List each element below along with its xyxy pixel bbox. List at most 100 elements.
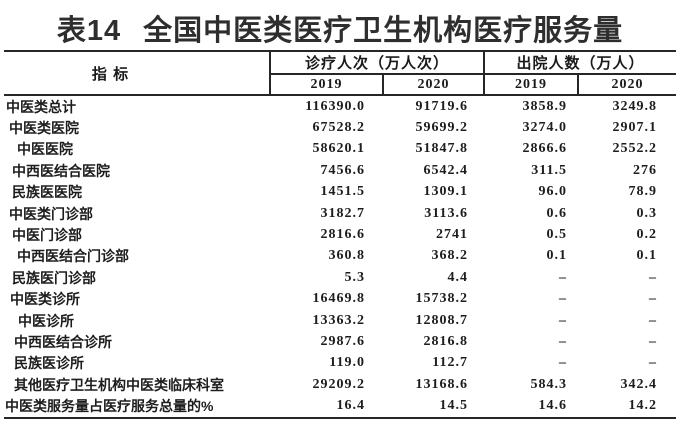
cell-value: 7456.6 <box>320 162 365 178</box>
cell-value: 15738.2 <box>415 291 469 307</box>
row-label: 中医类门诊部 <box>9 205 93 222</box>
cell-value: 14.6 <box>538 398 568 414</box>
cell-value: 58620.1 <box>312 141 365 157</box>
row-label: 中医类服务量占医疗服务总量的% <box>5 398 214 415</box>
cell-value: 112.7 <box>432 355 469 371</box>
cell-value: 91719.6 <box>415 98 469 114</box>
table-row: 中医诊所 13363.2 12808.7 – – <box>4 310 676 331</box>
table-number: 表14 <box>56 15 122 47</box>
cell-value: 3113.6 <box>424 205 469 221</box>
row-label: 民族医门诊部 <box>12 269 96 286</box>
cell-value: 276 <box>633 162 658 178</box>
row-label: 民族医医院 <box>12 184 82 201</box>
table-row: 中医类医院 67528.2 59699.2 3274.0 2907.1 <box>4 117 676 138</box>
row-label: 中西医结合医院 <box>12 162 110 179</box>
row-label: 其他医疗卫生机构中医类临床科室 <box>14 376 224 393</box>
cell-value: 2741 <box>436 227 469 243</box>
table-row: 民族医医院 1451.5 1309.1 96.0 78.9 <box>4 182 676 203</box>
row-label: 中医诊所 <box>18 312 74 329</box>
service-volume-table: 指 标 诊疗人次（万人次） 出院人数（万人） 2019 2020 2019 20… <box>4 50 677 419</box>
row-label: 中医医院 <box>17 141 73 158</box>
cell-value: 360.8 <box>328 248 365 264</box>
cell-value: – <box>559 291 568 307</box>
cell-value: 0.6 <box>546 205 568 221</box>
table-title-text: 全国中医类医疗卫生机构医疗服务量 <box>143 15 624 47</box>
cell-value: 2866.6 <box>522 141 568 157</box>
cell-value: 342.4 <box>620 376 658 392</box>
cell-value: 119.0 <box>329 355 365 371</box>
table-row: 中医类服务量占医疗服务总量的% 16.4 14.5 14.6 14.2 <box>4 395 676 417</box>
row-label: 民族医诊所 <box>14 355 84 372</box>
cell-value: – <box>559 355 568 371</box>
cell-value: 13363.2 <box>312 312 365 328</box>
table-row: 中西医结合门诊部 360.8 368.2 0.1 0.1 <box>4 246 676 267</box>
cell-value: 59699.2 <box>415 120 469 136</box>
cell-value: 51847.8 <box>415 141 469 157</box>
table-row: 中医类总计 116390.0 91719.6 3858.9 3249.8 <box>4 95 676 117</box>
year-header: 2020 <box>383 74 486 95</box>
discharges-group-header: 出院人数（万人） <box>484 51 677 75</box>
cell-value: 0.5 <box>546 227 568 243</box>
cell-value: 6542.4 <box>423 162 469 178</box>
cell-value: 2816.8 <box>423 333 469 349</box>
cell-value: 14.5 <box>439 398 469 414</box>
cell-value: 2552.2 <box>612 141 658 157</box>
cell-value: 2907.1 <box>612 120 658 136</box>
page-title: 表14 全国中医类医疗卫生机构医疗服务量 <box>0 7 680 49</box>
table-row: 其他医疗卫生机构中医类临床科室 29209.2 13168.6 584.3 34… <box>4 374 676 395</box>
cell-value: – <box>649 291 658 307</box>
cell-value: – <box>559 312 568 328</box>
cell-value: – <box>649 355 658 371</box>
year-header: 2019 <box>270 74 384 95</box>
row-label: 中医类诊所 <box>10 291 80 308</box>
visits-group-header: 诊疗人次（万人次） <box>270 51 486 75</box>
cell-value: 96.0 <box>538 184 568 200</box>
cell-value: 13168.6 <box>415 376 469 392</box>
table-row: 中医类诊所 16469.8 15738.2 – – <box>4 289 676 310</box>
cell-value: 0.2 <box>636 227 658 243</box>
table-body: 中医类总计 116390.0 91719.6 3858.9 3249.8 中医类… <box>4 95 676 418</box>
cell-value: 4.4 <box>447 269 469 285</box>
cell-value: 12808.7 <box>415 312 469 328</box>
cell-value: 3249.8 <box>612 98 658 114</box>
cell-value: 67528.2 <box>312 120 365 136</box>
cell-value: 29209.2 <box>312 376 365 392</box>
cell-value: 78.9 <box>628 184 658 200</box>
cell-value: 0.1 <box>546 248 568 264</box>
cell-value: 16.4 <box>336 398 365 414</box>
cell-value: – <box>649 312 658 328</box>
table-row: 中西医结合诊所 2987.6 2816.8 – – <box>4 331 676 352</box>
cell-value: 14.2 <box>628 398 658 414</box>
row-label: 中西医结合诊所 <box>14 333 112 350</box>
cell-value: 1309.1 <box>423 184 469 200</box>
cell-value: 3182.7 <box>320 205 365 221</box>
cell-value: 3858.9 <box>522 98 568 114</box>
row-label: 中医类医院 <box>9 120 79 137</box>
year-header: 2020 <box>611 76 644 92</box>
cell-value: 1451.5 <box>320 184 365 200</box>
cell-value: 5.3 <box>344 269 365 285</box>
table-row: 中西医结合医院 7456.6 6542.4 311.5 276 <box>4 160 676 181</box>
cell-value: 3274.0 <box>522 120 568 136</box>
cell-value: 2816.6 <box>320 227 365 243</box>
cell-value: 116390.0 <box>305 98 365 114</box>
row-label: 中医类总计 <box>6 98 76 115</box>
cell-value: – <box>559 269 568 285</box>
cell-value: 16469.8 <box>312 291 365 307</box>
table-row: 中医门诊部 2816.6 2741 0.5 0.2 <box>4 224 676 245</box>
table-row: 中医医院 58620.1 51847.8 2866.6 2552.2 <box>4 139 676 160</box>
cell-value: 0.3 <box>636 205 658 221</box>
table-row: 民族医门诊部 5.3 4.4 – – <box>4 267 676 288</box>
row-label: 中西医结合门诊部 <box>17 248 129 265</box>
cell-value: 2987.6 <box>320 333 365 349</box>
cell-value: – <box>649 269 658 285</box>
cell-value: 311.5 <box>531 162 568 178</box>
table-row: 中医类门诊部 3182.7 3113.6 0.6 0.3 <box>4 203 676 224</box>
cell-value: 584.3 <box>530 376 568 392</box>
table-row: 民族医诊所 119.0 112.7 – – <box>4 353 676 374</box>
table-header: 指 标 诊疗人次（万人次） 出院人数（万人） 2019 2020 2019 20… <box>4 51 677 95</box>
header-group-row: 指 标 诊疗人次（万人次） 出院人数（万人） <box>4 51 677 95</box>
row-label: 中医门诊部 <box>12 227 82 244</box>
indicator-column-header: 指 标 <box>4 51 271 95</box>
header-year-row: 2019 2020 2019 2020 <box>4 74 676 95</box>
